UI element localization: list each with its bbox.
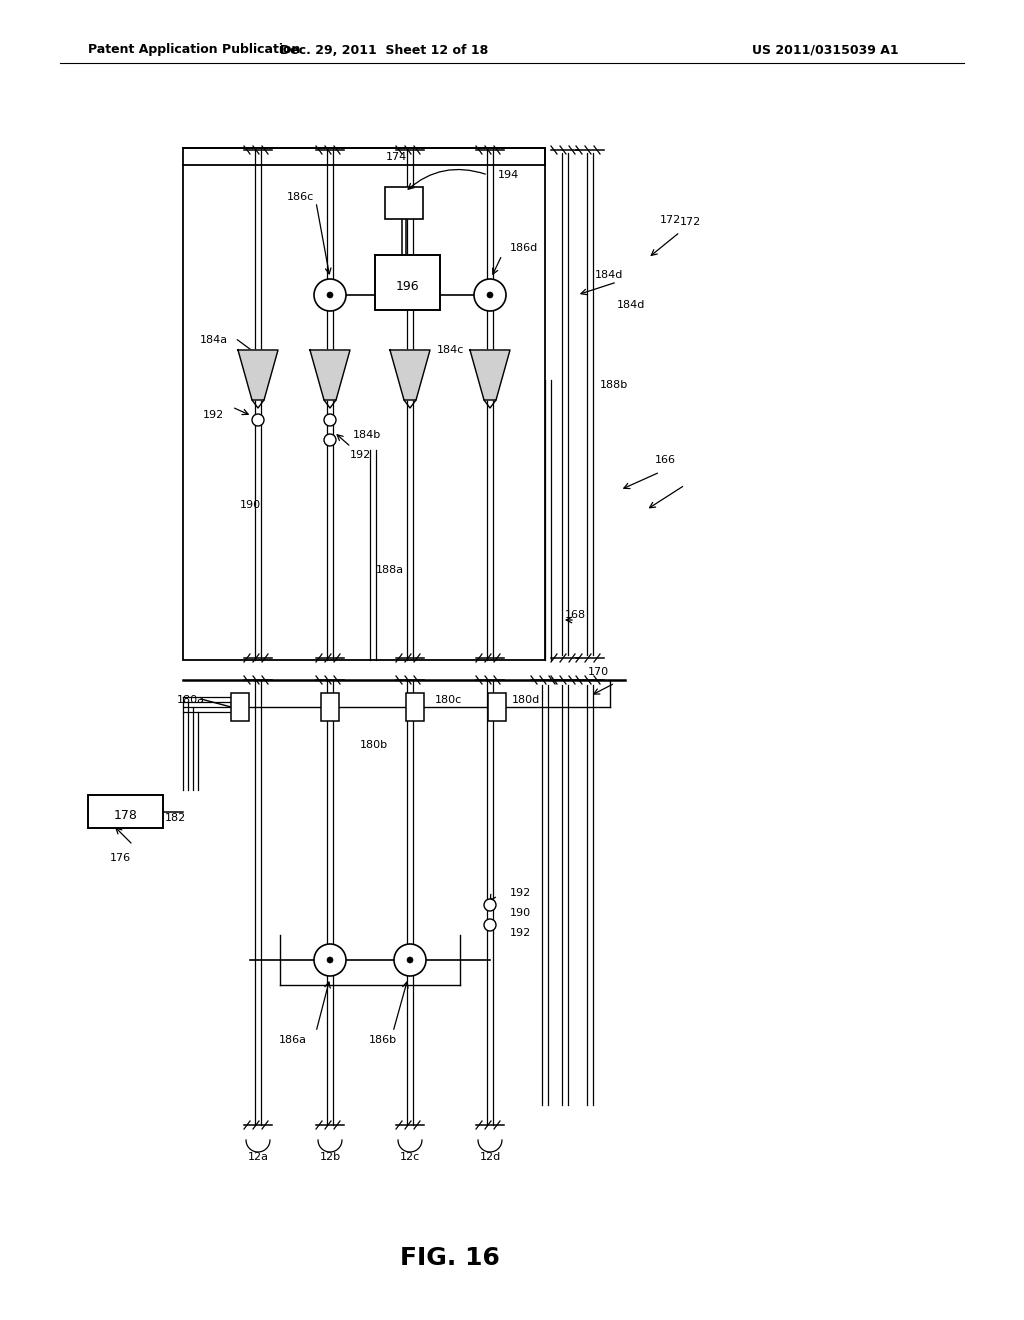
Polygon shape bbox=[238, 350, 278, 400]
Text: 174: 174 bbox=[385, 152, 407, 162]
Text: 180c: 180c bbox=[435, 696, 462, 705]
Text: 196: 196 bbox=[395, 280, 419, 293]
Circle shape bbox=[484, 899, 496, 911]
Text: 192: 192 bbox=[203, 411, 224, 420]
Text: Patent Application Publication: Patent Application Publication bbox=[88, 44, 300, 57]
Text: 184a: 184a bbox=[200, 335, 228, 345]
Polygon shape bbox=[390, 350, 430, 400]
Text: 172: 172 bbox=[660, 215, 681, 224]
Bar bbox=[406, 693, 424, 721]
Text: 170: 170 bbox=[588, 667, 609, 677]
Circle shape bbox=[394, 944, 426, 975]
Text: FIG. 16: FIG. 16 bbox=[400, 1246, 500, 1270]
Text: 176: 176 bbox=[110, 853, 131, 863]
Text: 192: 192 bbox=[510, 928, 531, 939]
Text: US 2011/0315039 A1: US 2011/0315039 A1 bbox=[752, 44, 899, 57]
Bar bbox=[231, 693, 249, 721]
Polygon shape bbox=[310, 350, 350, 400]
Text: 190: 190 bbox=[240, 500, 261, 510]
Bar bbox=[385, 187, 423, 219]
Text: 188b: 188b bbox=[600, 380, 629, 389]
Circle shape bbox=[487, 292, 493, 298]
Text: 166: 166 bbox=[655, 455, 676, 465]
Text: 12b: 12b bbox=[319, 1152, 341, 1162]
Text: 184d: 184d bbox=[617, 300, 645, 310]
Circle shape bbox=[314, 279, 346, 312]
Text: 184c: 184c bbox=[437, 345, 464, 355]
Text: 12d: 12d bbox=[479, 1152, 501, 1162]
Text: 188a: 188a bbox=[376, 565, 404, 576]
Text: 12c: 12c bbox=[400, 1152, 420, 1162]
Circle shape bbox=[324, 434, 336, 446]
Circle shape bbox=[484, 919, 496, 931]
Text: 184d: 184d bbox=[595, 271, 624, 280]
Text: 186d: 186d bbox=[510, 243, 539, 253]
Text: 192: 192 bbox=[350, 450, 372, 459]
Text: 186c: 186c bbox=[287, 191, 313, 202]
Text: 180d: 180d bbox=[512, 696, 541, 705]
Circle shape bbox=[327, 292, 333, 298]
Text: 178: 178 bbox=[114, 809, 137, 822]
Text: 190: 190 bbox=[510, 908, 531, 917]
Circle shape bbox=[314, 944, 346, 975]
Polygon shape bbox=[470, 350, 510, 400]
Bar bbox=[488, 693, 506, 721]
Text: 12a: 12a bbox=[248, 1152, 268, 1162]
Circle shape bbox=[407, 957, 413, 964]
Text: 186a: 186a bbox=[279, 1035, 307, 1045]
Text: 172: 172 bbox=[680, 216, 701, 227]
Text: Dec. 29, 2011  Sheet 12 of 18: Dec. 29, 2011 Sheet 12 of 18 bbox=[280, 44, 488, 57]
Text: 182: 182 bbox=[165, 813, 185, 822]
Bar bbox=[321, 693, 339, 721]
Text: 180b: 180b bbox=[360, 741, 388, 750]
Text: 184b: 184b bbox=[353, 430, 381, 440]
Text: 186b: 186b bbox=[369, 1035, 397, 1045]
Bar bbox=[88, 795, 163, 828]
Text: 194: 194 bbox=[498, 170, 519, 180]
Circle shape bbox=[327, 957, 333, 964]
Text: 168: 168 bbox=[564, 610, 586, 620]
Text: 180a: 180a bbox=[177, 696, 205, 705]
Circle shape bbox=[324, 414, 336, 426]
Circle shape bbox=[474, 279, 506, 312]
Bar bbox=[375, 255, 440, 310]
Circle shape bbox=[252, 414, 264, 426]
Text: 192: 192 bbox=[510, 888, 531, 898]
Bar bbox=[183, 148, 545, 660]
